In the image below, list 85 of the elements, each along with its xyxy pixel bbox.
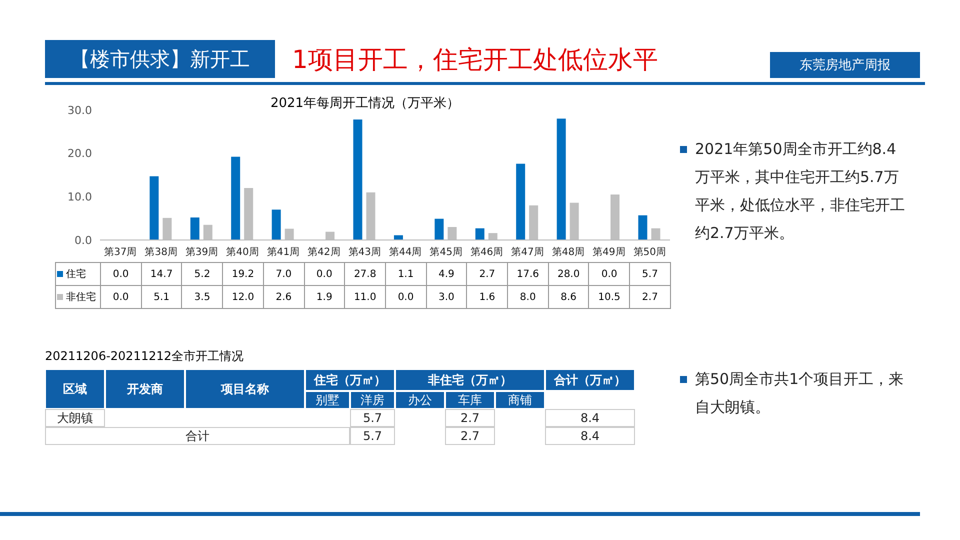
data-label: 11.0 bbox=[344, 286, 386, 308]
data-label: 17.6 bbox=[508, 262, 548, 286]
data-label: 28.0 bbox=[548, 262, 589, 286]
data-label: 5.1 bbox=[141, 286, 182, 308]
text: 1项目开工，住宅开工处低位水平 bbox=[292, 44, 658, 76]
x-tick-label: 第45周 bbox=[430, 246, 462, 258]
data-label: 10.5 bbox=[588, 286, 630, 308]
text: 5.7 bbox=[350, 409, 395, 427]
text: 2.7 bbox=[445, 427, 495, 445]
data-label: 1.9 bbox=[304, 286, 345, 308]
y-tick-label: 30.0 bbox=[68, 104, 92, 117]
data-label: 5.2 bbox=[182, 262, 223, 286]
bar bbox=[556, 118, 566, 240]
text: 开发商 bbox=[105, 369, 185, 409]
text: 住宅（万㎡） bbox=[305, 369, 395, 391]
data-label: 3.0 bbox=[426, 286, 467, 308]
text: 2.7 bbox=[445, 409, 495, 427]
bar bbox=[638, 215, 648, 240]
x-tick-label: 第39周 bbox=[185, 246, 218, 258]
bar bbox=[231, 156, 240, 240]
text: 车库 bbox=[445, 391, 495, 409]
data-label: 3.5 bbox=[182, 286, 223, 308]
text: 区域 bbox=[45, 369, 105, 409]
x-tick-label: 第40周 bbox=[226, 246, 259, 258]
x-tick-label: 第42周 bbox=[308, 246, 340, 258]
bar bbox=[434, 218, 444, 240]
x-tick-label: 第48周 bbox=[552, 246, 585, 258]
data-label: 8.6 bbox=[548, 286, 589, 308]
data-label: 27.8 bbox=[344, 262, 386, 286]
bar bbox=[272, 210, 281, 240]
x-tick-label: 第44周 bbox=[388, 246, 422, 258]
data-label: 5.7 bbox=[630, 262, 670, 286]
text: 东莞房地产周报 bbox=[770, 52, 920, 78]
data-label: 0.0 bbox=[588, 262, 630, 286]
chart-title: 2021年每周开工情况（万平米） bbox=[269, 95, 461, 112]
legend-label: 住宅 bbox=[56, 262, 100, 286]
data-label: 0.0 bbox=[100, 286, 142, 308]
text: 别墅 bbox=[305, 391, 350, 409]
data-label: 0.0 bbox=[385, 286, 426, 308]
text: 8.4 bbox=[545, 427, 635, 445]
x-tick-label: 第46周 bbox=[470, 246, 504, 258]
x-tick-label: 第38周 bbox=[144, 246, 178, 258]
y-tick-label: 0.0 bbox=[74, 234, 92, 247]
bar bbox=[394, 235, 403, 240]
data-label: 7.0 bbox=[263, 262, 304, 286]
text: 办公 bbox=[395, 391, 445, 409]
data-label: 1.6 bbox=[466, 286, 508, 308]
data-label: 2.6 bbox=[263, 286, 304, 308]
x-tick-label: 第47周 bbox=[511, 246, 544, 258]
text: 洋房 bbox=[350, 391, 395, 409]
data-label: 0.0 bbox=[304, 262, 345, 286]
text: 合计 bbox=[45, 427, 350, 445]
data-label: 14.7 bbox=[141, 262, 182, 286]
data-label: 4.9 bbox=[426, 262, 467, 286]
bar bbox=[516, 164, 526, 240]
data-label: 19.2 bbox=[222, 262, 264, 286]
x-tick-label: 第49周 bbox=[592, 246, 626, 258]
data-label: 0.0 bbox=[100, 262, 142, 286]
bar bbox=[190, 217, 200, 240]
text: 20211206-20211212全市开工情况 bbox=[45, 348, 244, 365]
text: 5.7 bbox=[350, 427, 395, 445]
bar bbox=[353, 120, 362, 240]
data-label: 1.1 bbox=[385, 262, 426, 286]
x-tick-label: 第41周 bbox=[266, 246, 300, 258]
x-tick-label: 第43周 bbox=[348, 246, 382, 258]
text: 商铺 bbox=[495, 391, 545, 409]
legend-label: 非住宅 bbox=[56, 286, 100, 308]
text: 8.4 bbox=[545, 409, 635, 427]
x-tick-label: 第37周 bbox=[104, 246, 137, 258]
text: 合计（万㎡） bbox=[545, 369, 635, 391]
bar bbox=[475, 228, 484, 240]
y-tick-label: 20.0 bbox=[68, 147, 92, 160]
text: 【楼市供求】新开工 bbox=[45, 40, 275, 78]
bar bbox=[150, 176, 159, 240]
text: 非住宅（万㎡） bbox=[395, 369, 545, 391]
text: 2021年第50周全市开工约8.4万平米，其中住宅开工约5.7万平米，处低位水平，非住宅开工约2.7万平米。 bbox=[695, 139, 905, 244]
data-label: 2.7 bbox=[466, 262, 508, 286]
data-label: 12.0 bbox=[222, 286, 264, 308]
y-tick-label: 10.0 bbox=[68, 190, 92, 204]
data-label: 8.0 bbox=[508, 286, 548, 308]
data-label: 2.7 bbox=[630, 286, 670, 308]
x-tick-label: 第50周 bbox=[633, 246, 666, 258]
text: 大朗镇 bbox=[45, 409, 105, 427]
text: 项目名称 bbox=[185, 369, 305, 409]
text: 第50周全市共1个项目开工，来自大朗镇。 bbox=[695, 369, 905, 418]
